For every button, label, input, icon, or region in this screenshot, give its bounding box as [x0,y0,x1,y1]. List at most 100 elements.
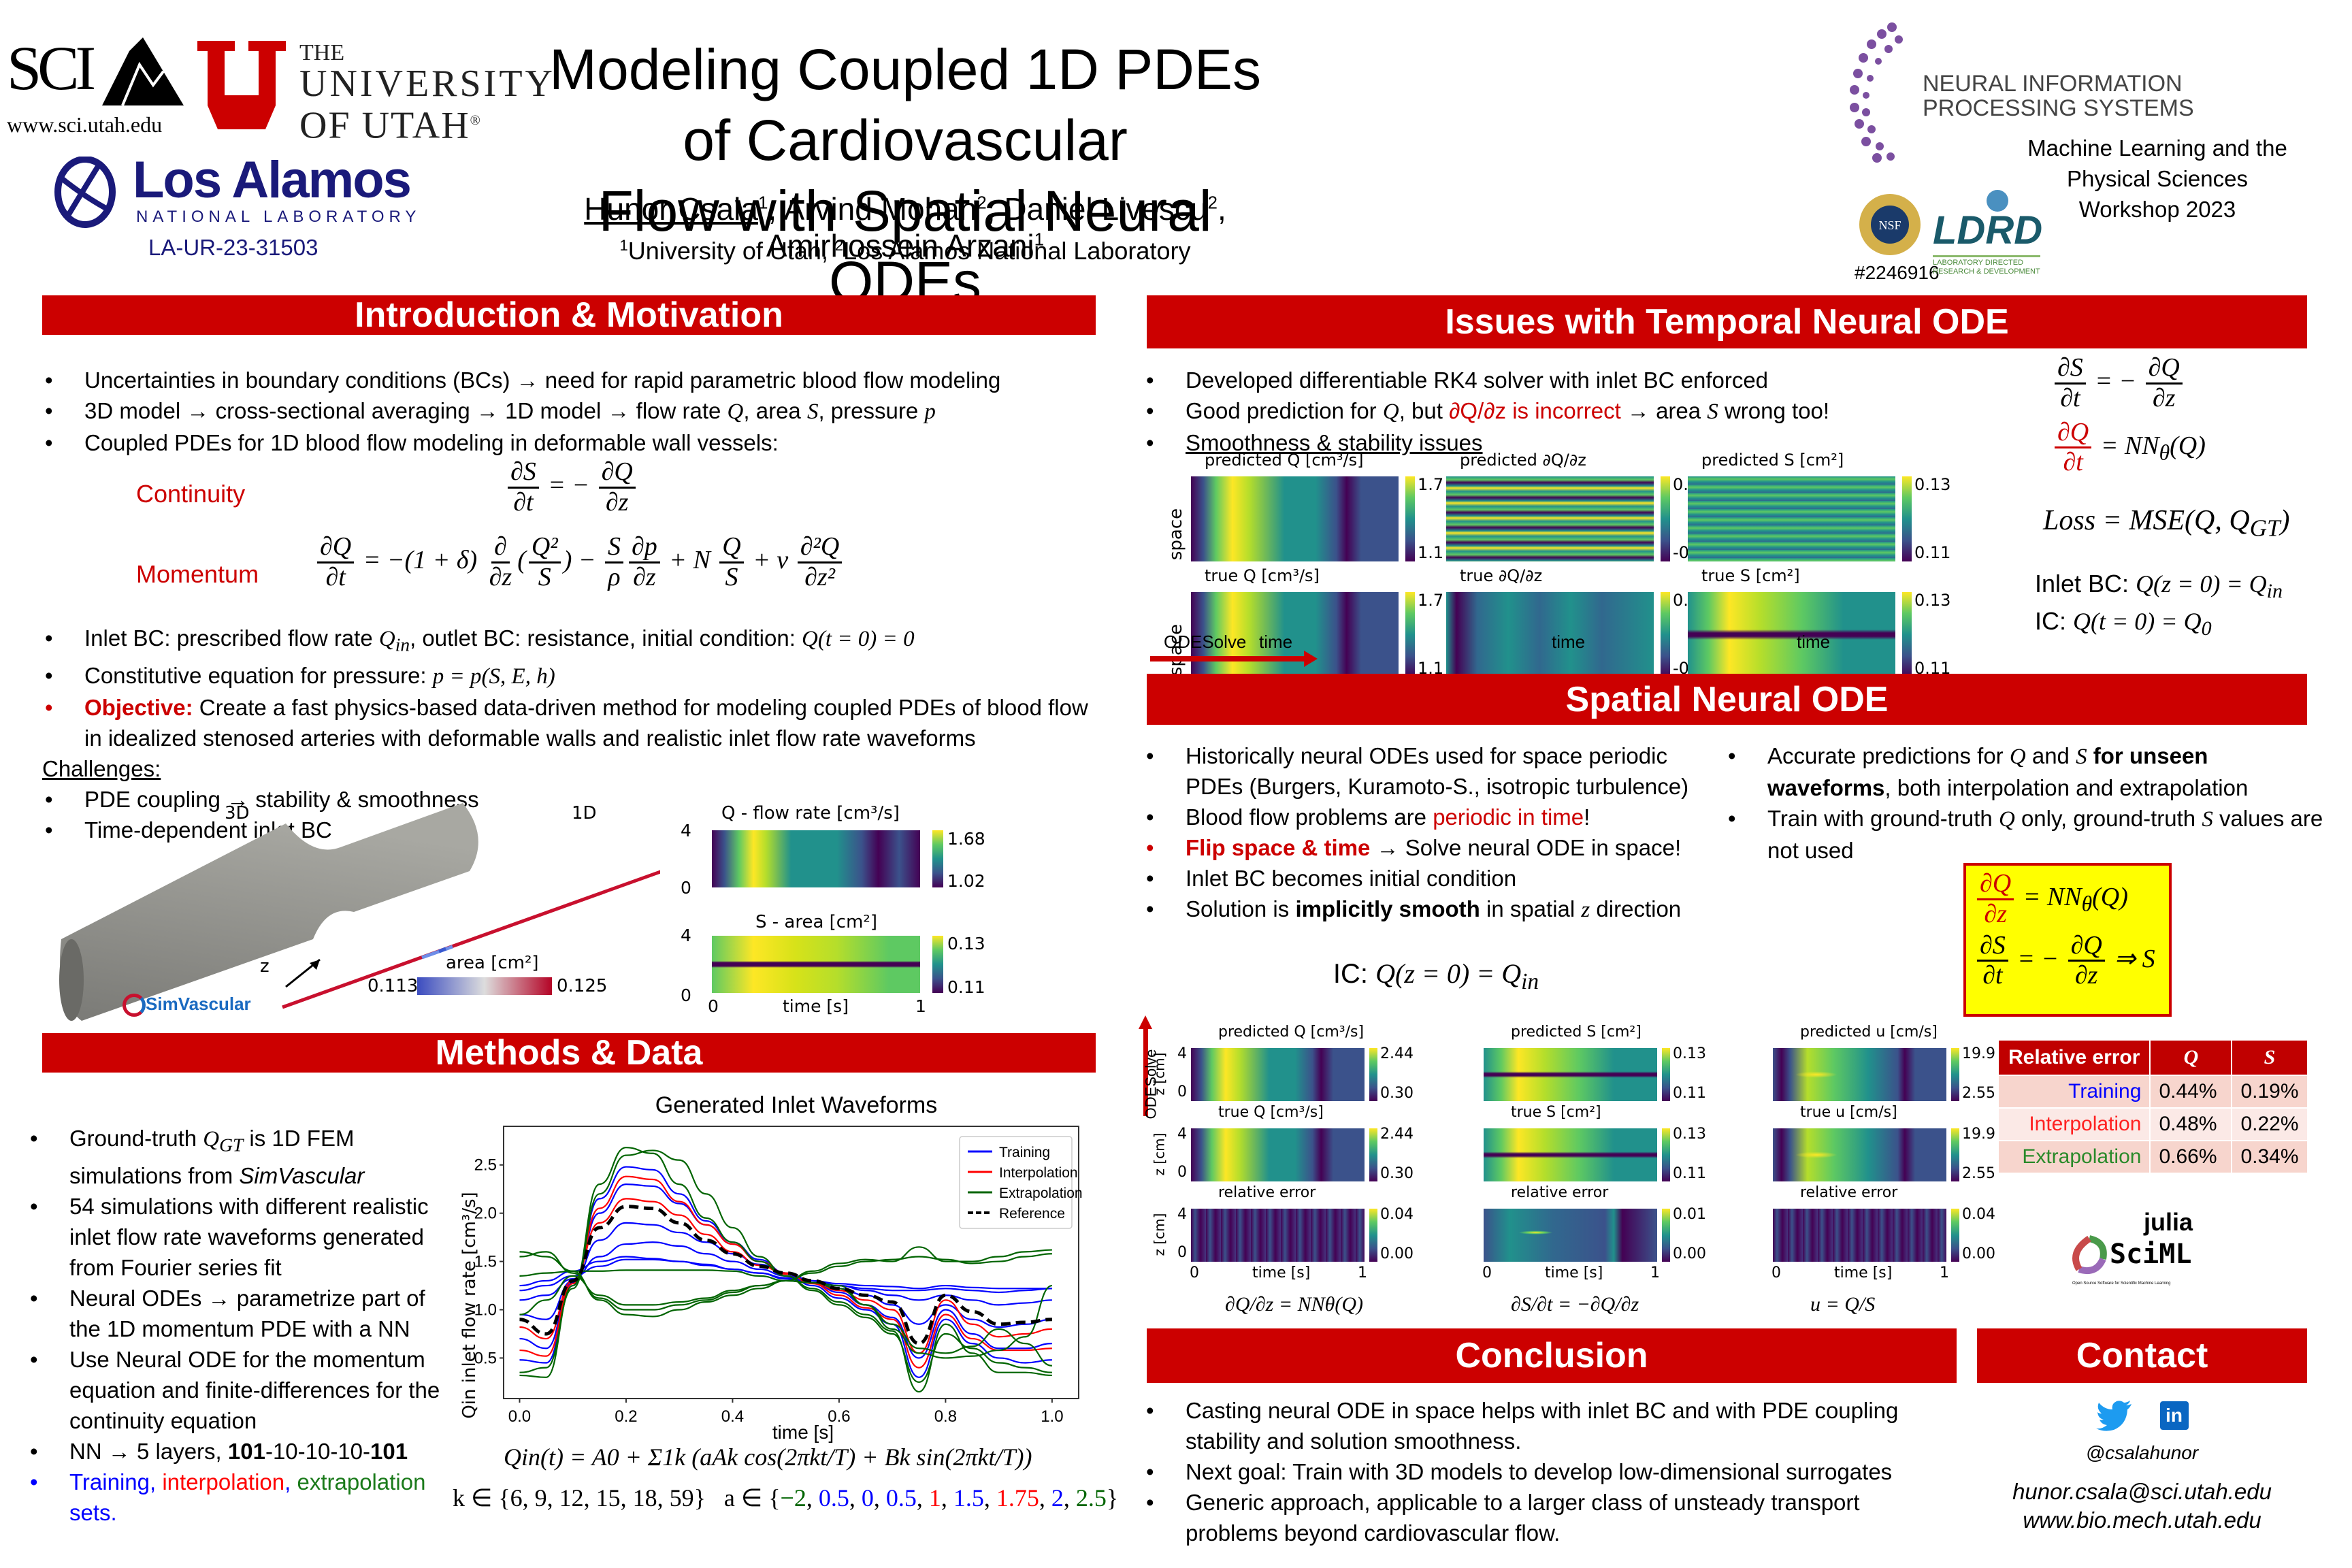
q-y-top: 4 [681,821,691,840]
eq-label-s: ∂S/∂t = −∂Q/∂z [1511,1293,1639,1316]
conclusion-bullet: Next goal: Train with 3D models to devel… [1143,1456,1953,1487]
var-s: S [2076,745,2087,769]
separator: , [849,1484,862,1512]
continuity-label: Continuity [136,480,246,508]
colorbar-min: 0.11 [1914,543,1951,562]
colorbar [1951,1209,1959,1262]
issues-b3: Smoothness & stability issues [1186,430,1483,455]
var-s: S [1707,399,1718,424]
colorbar-max: 2.44 [1380,1045,1414,1062]
inlet-bc-label: Inlet BC: [2035,569,2136,598]
row-interpolation-q: 0.48% [2149,1107,2233,1141]
sciml-swirl-icon [2072,1235,2107,1275]
issues-b2e: wrong too! [1718,398,1830,423]
conclusion-header: Conclusion [1147,1328,1957,1383]
issues-body: Developed differentiable RK4 solver with… [1143,365,2042,458]
spatial-ode-equation-box: ∂Q ∂z = NNθ(Q) ∂S ∂t = − ∂Q ∂z ⇒ S [1963,863,2172,1017]
spatial-ic-eq: Q(z = 0) = Q [1375,958,1522,989]
issues-bullet: Smoothness & stability issues [1143,427,2042,458]
odesolve-label: ODESolve [1164,632,1247,652]
heatmap-title: true u [cm/s] [1800,1104,1897,1121]
spatial-l2a: Blood flow problems are [1186,804,1433,830]
label-1d: 1D [572,803,597,823]
lanl-name: Los Alamos [133,151,412,209]
z-axis-label: z [260,956,270,977]
loss-sub: GT [2249,514,2281,542]
heatmap [1446,476,1654,561]
spatial-ic-sub: in [1521,969,1539,994]
spatial-l4: Inlet BC becomes initial condition [1186,866,1517,891]
utah-university: UNIVERSITY [299,63,555,105]
heatmap [1191,1128,1365,1181]
challenge-1: PDE coupling → stability & smoothness [84,786,479,812]
chart-title: Generated Inlet Waveforms [655,1092,937,1118]
contact-website[interactable]: www.bio.mech.utah.edu [2023,1507,2261,1533]
implies-s: ⇒ S [2114,944,2155,973]
heatmap [1773,1048,1946,1101]
loss-end: ) [2280,505,2290,537]
heatmap-title: predicted Q [cm³/s] [1205,451,1364,470]
aff-2: Los Alamos National Laboratory [843,237,1191,265]
contact-block: in @csalahunor hunor.csala@sci.utah.edu … [1977,1399,2307,1533]
heatmap-title: relative error [1218,1184,1316,1201]
q-colorbar-max: 1.68 [947,829,985,849]
linkedin-icon[interactable]: in [2159,1401,2189,1430]
issues-equations: ∂S ∂t = − ∂Q ∂z ∂Q ∂t = NNθ(Q) Loss = MSE(Q… [2035,353,2321,640]
intro-bullet: Coupled PDEs for 1D blood flow modeling … [42,427,1104,458]
heatmap [1191,1048,1365,1101]
flip-space-time: Flip space & time [1186,835,1371,860]
spatial-r2b: only, ground-truth [2014,806,2202,831]
methods-b3: Neural ODEs → parametrize part of the 1D… [69,1285,425,1341]
colorbar [1661,476,1670,561]
workshop-name: Machine Learning and the Physical Scienc… [2014,133,2300,225]
colorbar-max: 19.9 [1962,1126,1995,1143]
subscript-in: in [395,634,410,655]
colorbar [1951,1048,1959,1101]
continuity-equation: ∂S ∂t = − ∂Q ∂z [505,457,638,517]
spatial-bullet: Accurate predictions for Q and S for uns… [1725,740,2324,803]
conclusion-b3: Generic approach, applicable to a larger… [1186,1490,1860,1546]
ic-eq: Q(t = 0) = Q [2073,607,2202,635]
methods-bullet: Ground-truth QGT is 1D FEM simulations f… [27,1123,449,1191]
odesolve-label: ODESolve [1142,1049,1160,1120]
colorbar-max: 2.44 [1380,1126,1414,1143]
a-set-values: −2, 0.5, 0, 0.5, 1, 1.5, 1.75, 2, 2.5 [781,1484,1107,1512]
contact-email[interactable]: hunor.csala@sci.utah.edu [2012,1479,2272,1504]
series-line-extrapolation [519,1246,1052,1318]
row-extrapolation-s: 0.34% [2231,1140,2308,1174]
simvascular-logo: SimVascular [122,994,251,1017]
issues-bullet: Good prediction for Q, but ∂Q/∂z is inco… [1143,395,2042,427]
set-training: Training [69,1469,150,1494]
poster-title: Modeling Coupled 1D PDEs of Cardiovascul… [531,34,1279,317]
spatial-bullet: Historically neural ODEs used for space … [1143,740,1729,802]
arrow-head [1139,1015,1152,1029]
series-line-training [519,1258,1052,1294]
ldrd-sub-1: LABORATORY DIRECTED [1933,259,2024,267]
x-tick-label: 1.0 [1041,1407,1063,1426]
x-tick-label: 0.2 [615,1407,637,1426]
registered-mark: ® [470,113,482,128]
unseen-waveforms: for unseen waveforms [1767,743,2208,800]
twitter-handle[interactable]: @csalahunor [2085,1442,2199,1463]
workshop-line-1: Machine Learning and the [2027,135,2287,161]
x-tick-1: 1 [1358,1264,1367,1281]
separator: , [941,1484,953,1512]
series-line-extrapolation [519,1147,1052,1393]
heatmap-title: predicted ∂Q/∂z [1460,451,1586,470]
x-label: time [s] [783,996,849,1016]
colorbar-max: 0.13 [1673,1045,1706,1062]
initial-condition: IC: Q(t = 0) = Q0 [2035,607,2321,640]
lanl-subtitle: NATIONAL LABORATORY [136,208,421,226]
spatial-r1b: and [2025,743,2076,768]
colorbar [1902,592,1912,677]
separator: , [806,1484,819,1512]
colorbar-min: 0.30 [1380,1165,1414,1182]
temporal-nn-eq: ∂Q ∂t = NNθ(Q) [2052,418,2321,478]
spatial-l5c: in spatial [1480,896,1582,921]
q-y-bot: 0 [681,878,691,898]
eq-label-q: ∂Q/∂z = NNθ(Q) [1225,1293,1363,1316]
twitter-icon[interactable] [2095,1400,2133,1431]
z-tick-bottom: 0 [1177,1164,1187,1181]
plot-frame [503,1126,1079,1399]
